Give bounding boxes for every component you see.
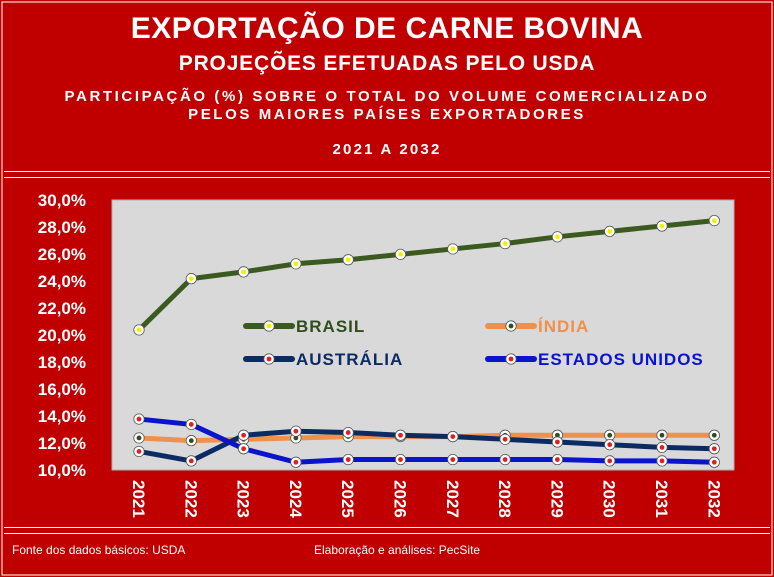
data-point-center bbox=[502, 436, 508, 442]
data-point-center bbox=[345, 257, 351, 263]
legend-marker-center bbox=[266, 323, 272, 329]
data-point-center bbox=[293, 435, 299, 441]
x-tick-label: 2030 bbox=[600, 480, 619, 518]
y-tick-label: 20,0% bbox=[38, 326, 86, 345]
x-tick-label: 2027 bbox=[443, 480, 462, 518]
footer-divider-top bbox=[4, 527, 770, 528]
y-tick-label: 18,0% bbox=[38, 353, 86, 372]
legend-label: BRASIL bbox=[296, 317, 365, 336]
y-tick-label: 24,0% bbox=[38, 272, 86, 291]
data-point-center bbox=[188, 458, 194, 464]
series-line bbox=[138, 428, 715, 464]
header-divider-bottom bbox=[4, 177, 770, 178]
y-tick-label: 28,0% bbox=[38, 218, 86, 237]
x-tick-label: 2028 bbox=[495, 480, 514, 518]
data-point-center bbox=[398, 457, 403, 462]
data-point-center bbox=[502, 457, 508, 462]
data-point-center bbox=[188, 422, 194, 427]
data-point-center bbox=[188, 438, 194, 444]
y-tick-label: 14,0% bbox=[38, 407, 86, 426]
data-point-center bbox=[555, 432, 560, 438]
chart-description: PARTICIPAÇÃO (%) SOBRE O TOTAL DO VOLUME… bbox=[0, 88, 774, 124]
chart-subtitle: PROJEÇÕES EFETUADAS PELO USDA bbox=[178, 52, 596, 75]
data-point-center bbox=[659, 223, 665, 229]
data-point-center bbox=[659, 458, 665, 464]
legend-marker-center bbox=[266, 356, 272, 362]
data-point-center bbox=[711, 218, 717, 224]
data-point-center bbox=[502, 241, 508, 246]
data-point-center bbox=[241, 432, 247, 438]
data-point-center bbox=[293, 459, 299, 465]
x-tick-label: 2025 bbox=[338, 480, 357, 518]
data-point-center bbox=[659, 445, 665, 450]
period-label: 2021 A 2032 bbox=[332, 141, 442, 158]
series-line bbox=[137, 218, 715, 332]
data-point-center bbox=[345, 430, 351, 435]
data-point-center bbox=[607, 229, 613, 234]
header-divider-top bbox=[4, 171, 770, 172]
y-tick-label: 10,0% bbox=[38, 461, 86, 480]
data-point-center bbox=[555, 234, 560, 240]
data-point-center bbox=[136, 416, 142, 422]
y-tick-label: 22,0% bbox=[38, 299, 86, 318]
data-point-center bbox=[450, 457, 456, 462]
y-tick-label: 16,0% bbox=[38, 380, 86, 399]
legend-label: AUSTRÁLIA bbox=[296, 350, 403, 369]
data-point-center bbox=[188, 276, 194, 282]
plot-area bbox=[111, 199, 735, 471]
legend-marker-center bbox=[508, 356, 514, 362]
legend-label: ESTADOS UNIDOS bbox=[538, 350, 704, 369]
series-line bbox=[138, 416, 715, 465]
description-line-1: PARTICIPAÇÃO (%) SOBRE O TOTAL DO VOLUME… bbox=[64, 88, 710, 105]
x-tick-label: 2031 bbox=[652, 480, 671, 518]
legend-marker-center bbox=[508, 323, 514, 329]
y-tick-label: 12,0% bbox=[38, 434, 86, 453]
data-point-center bbox=[450, 434, 456, 439]
y-axis: 10,0% 12,0% 14,0% 16,0% 18,0% 20,0% 22,0% 24,0%… bbox=[38, 191, 86, 480]
data-point-center bbox=[293, 428, 299, 434]
x-tick-label: 2023 bbox=[234, 480, 253, 518]
x-tick-label: 2026 bbox=[391, 480, 410, 518]
data-point-center bbox=[607, 442, 613, 448]
data-point-center bbox=[659, 432, 665, 438]
data-point-center bbox=[607, 458, 613, 464]
x-tick-label: 2024 bbox=[286, 480, 305, 518]
data-point-center bbox=[607, 432, 613, 438]
description-line-2: PELOS MAIORES PAÍSES EXPORTADORES bbox=[188, 106, 586, 123]
source-note: Fonte dos dados básicos: USDA bbox=[12, 543, 186, 557]
x-tick-label: 2032 bbox=[704, 480, 723, 518]
data-point-center bbox=[241, 269, 247, 275]
data-point-center bbox=[711, 446, 717, 452]
y-tick-label: 26,0% bbox=[38, 245, 86, 264]
author-note: Elaboração e análises: PecSite bbox=[314, 543, 481, 557]
data-point-center bbox=[345, 457, 351, 462]
y-tick-label: 30,0% bbox=[38, 191, 86, 210]
data-point-center bbox=[293, 261, 299, 267]
data-point-center bbox=[136, 327, 142, 333]
data-point-center bbox=[711, 432, 717, 438]
legend: BRASIL ÍNDIA AUSTRÁLIA ESTADOS UNIDOS bbox=[243, 317, 704, 369]
x-tick-label: 2029 bbox=[547, 480, 566, 518]
footer-divider-bottom bbox=[4, 533, 770, 534]
data-point-center bbox=[241, 446, 247, 452]
data-point-center bbox=[398, 251, 403, 257]
chart-title: EXPORTAÇÃO DE CARNE BOVINA bbox=[130, 12, 644, 45]
x-axis: 2021 2022 2023 2024 2025 2026 2027 2028 2029 2030… bbox=[129, 480, 723, 518]
legend-label: ÍNDIA bbox=[538, 317, 589, 336]
data-point-center bbox=[136, 435, 142, 441]
x-tick-label: 2021 bbox=[129, 480, 148, 518]
data-point-center bbox=[711, 459, 717, 465]
data-point-center bbox=[450, 246, 456, 252]
x-tick-label: 2022 bbox=[181, 480, 200, 518]
data-point-center bbox=[555, 439, 560, 445]
data-point-center bbox=[398, 432, 403, 438]
data-point-center bbox=[136, 449, 142, 454]
series-lines bbox=[133, 215, 720, 468]
data-point-center bbox=[555, 457, 560, 462]
